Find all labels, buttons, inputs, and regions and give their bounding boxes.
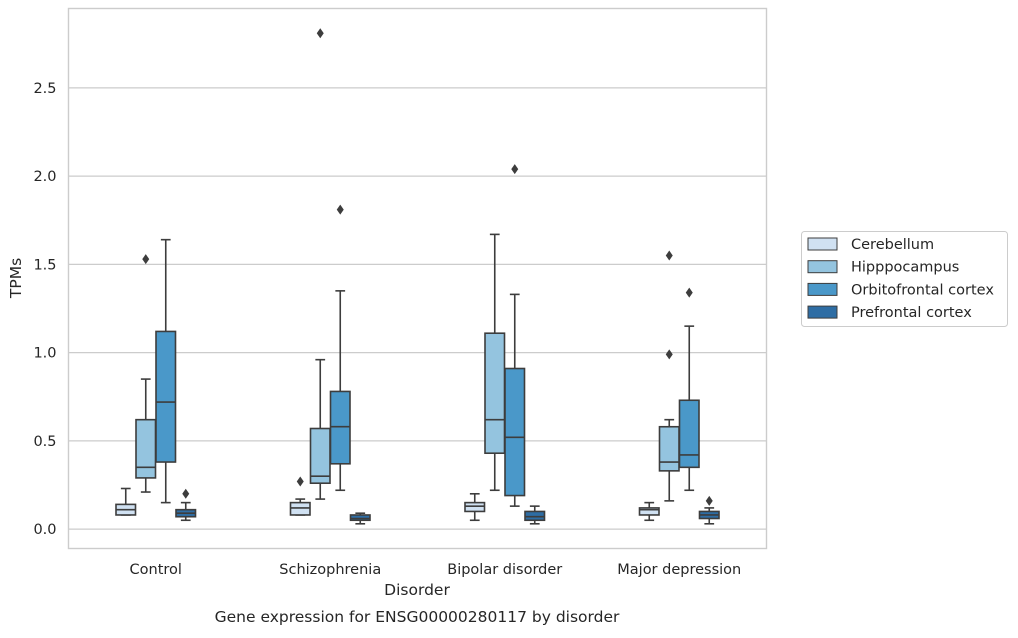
box-iqr [678,399,700,469]
box-iqr [309,427,331,485]
legend-swatch [807,305,838,319]
boxes-layer [115,28,720,525]
box-iqr [524,510,546,522]
plot-area-frame [67,7,768,550]
box-hipppocampus-3 [658,250,680,502]
y-tick-label: 0.0 [33,522,56,538]
y-tick-label: 1.5 [33,257,56,273]
legend: Cerebellum Hipppocampus Orbitofrontal cort… [801,231,1008,327]
x-axis-title: Disorder [384,581,450,599]
box-cerebellum-2 [464,492,486,522]
box-prefrontal-cortex-3 [698,495,720,525]
y-tick-label: 2.0 [33,169,56,185]
box-prefrontal-cortex-2 [524,505,546,525]
box-cerebellum-0 [115,487,137,516]
legend-swatch [807,282,838,296]
x-axis-ticks: Control Schizophrenia Bipolar disorder Majo… [130,562,742,578]
box-prefrontal-cortex-1 [349,512,371,525]
x-tick-label: Schizophrenia [279,562,381,578]
box-iqr [155,330,177,463]
box-iqr [484,332,506,455]
y-tick-label: 1.0 [33,346,56,362]
legend-label: Orbitofrontal cortex [851,282,994,298]
grid-layer [68,87,767,530]
outlier-point [705,495,713,506]
y-axis-title: TPMs [7,258,25,299]
box-iqr [135,418,157,479]
box-hipppocampus-2 [484,233,506,492]
legend-swatch [807,260,838,274]
box-orbitofrontal-cortex-1 [329,204,351,492]
box-orbitofrontal-cortex-0 [155,238,177,504]
outlier-point [142,254,150,265]
box-iqr [464,501,486,513]
outlier-point [665,250,673,261]
outlier-point [511,164,519,175]
y-tick-label: 2.5 [33,81,56,97]
x-tick-label: Bipolar disorder [447,562,562,578]
y-axis-ticks: 0.0 0.5 1.0 1.5 2.0 2.5 [33,81,56,538]
legend-frame [801,231,1008,327]
box-prefrontal-cortex-0 [175,488,197,522]
box-cerebellum-1 [289,476,311,516]
outlier-point [316,28,324,39]
outlier-point [296,476,304,487]
outlier-point [182,488,190,499]
legend-swatch [807,237,838,251]
box-iqr [638,507,660,516]
legend-label: Hipppocampus [851,260,959,276]
chart-caption: Gene expression for ENSG00000280117 by d… [215,608,620,626]
x-tick-label: Major depression [617,562,741,578]
box-cerebellum-3 [638,501,660,522]
box-orbitofrontal-cortex-2 [504,164,526,507]
outlier-point [685,287,693,298]
legend-items: Cerebellum Hipppocampus Orbitofrontal cort… [807,237,994,321]
box-iqr [289,501,311,516]
box-iqr [658,425,680,472]
box-iqr [504,367,526,497]
box-iqr [349,514,371,522]
box-hipppocampus-0 [135,254,157,493]
x-tick-label: Control [130,562,182,578]
legend-label: Cerebellum [851,237,934,253]
legend-label: Prefrontal cortex [851,305,972,321]
y-tick-label: 0.5 [33,434,56,450]
outlier-point [665,349,673,360]
box-iqr [329,390,351,465]
box-orbitofrontal-cortex-3 [678,287,700,492]
box-hipppocampus-1 [309,28,331,500]
outlier-point [336,204,344,215]
